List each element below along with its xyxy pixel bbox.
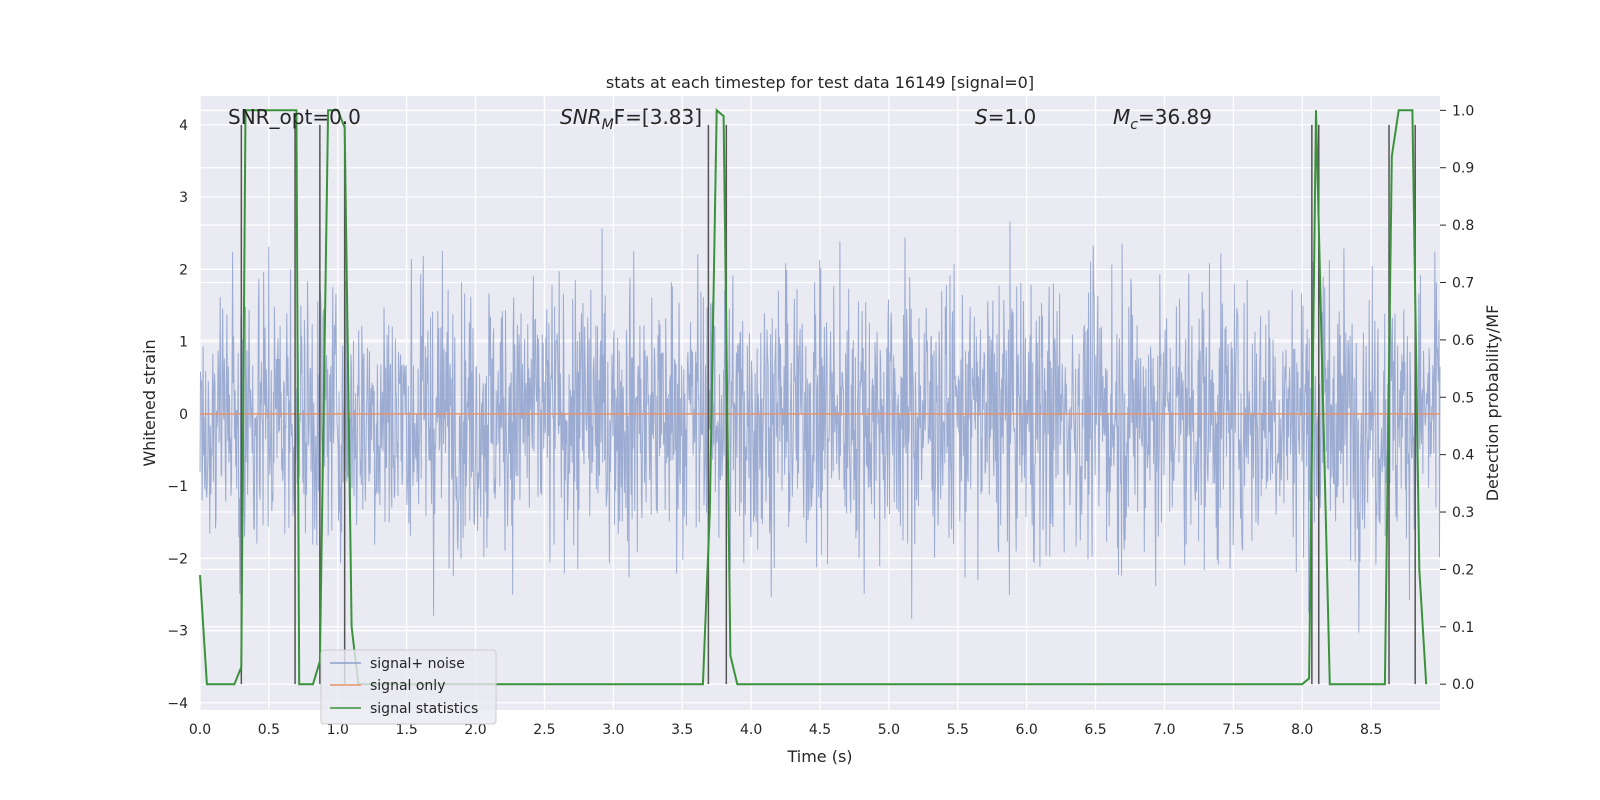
y2-tick-label-0: 0.0	[1452, 677, 1474, 693]
annotation-snr-mf-subscript: M	[602, 117, 614, 133]
series-signal-plus-noise	[199, 221, 1441, 633]
x-tick-label-2: 1.0	[327, 722, 349, 738]
legend-label-signal-only: signal only	[370, 678, 445, 694]
y-tick-label-7: 3	[179, 190, 188, 206]
x-tick-label-5: 2.5	[533, 722, 555, 738]
x-tick-label-4: 2.0	[464, 722, 486, 738]
y2-tick-label-9: 0.9	[1452, 161, 1474, 177]
x-tick-label-12: 6.0	[1016, 722, 1038, 738]
x-tick-label-13: 6.5	[1084, 722, 1106, 738]
x-tick-label-8: 4.0	[740, 722, 762, 738]
y2-axis-label: Detection probability/MF	[1483, 305, 1502, 502]
noise-trace	[199, 221, 1441, 633]
y2-tick-label-1: 0.1	[1452, 620, 1474, 636]
x-tick-label-17: 8.5	[1360, 722, 1382, 738]
y2-tick-label-6: 0.6	[1452, 333, 1474, 349]
y-tick-label-1: −3	[167, 624, 188, 640]
annotation-snr-mf-symbol: SNR	[560, 105, 602, 129]
y-axis-label: Whitened strain	[140, 339, 159, 466]
y2-tick-label-8: 0.8	[1452, 218, 1474, 234]
annotation-mc-symbol: M	[1113, 105, 1130, 129]
annotation-snr-mf: SNRMF=[3.83]	[560, 105, 702, 133]
annotation-s-symbol: S	[975, 105, 988, 129]
chart-title: stats at each timestep for test data 161…	[606, 73, 1034, 92]
annotation-mc-value: =36.89	[1138, 105, 1212, 129]
x-axis-label: Time (s)	[786, 747, 852, 766]
x-tick-label-3: 1.5	[396, 722, 418, 738]
legend: signal+ noise signal only signal statist…	[320, 649, 497, 725]
y-axis-ticks: −4 −3 −2 −1 0 1 2 3 4	[167, 118, 188, 712]
y-tick-label-8: 4	[179, 118, 188, 134]
y2-tick-label-3: 0.3	[1452, 505, 1474, 521]
legend-label-signal-statistics: signal statistics	[370, 701, 478, 717]
annotation-s: S=1.0	[975, 105, 1036, 129]
x-tick-label-16: 8.0	[1291, 722, 1313, 738]
x-tick-label-14: 7.0	[1153, 722, 1175, 738]
annotation-snr-opt: SNR_opt=0.0	[228, 105, 361, 129]
y-tick-label-6: 2	[179, 262, 188, 278]
x-tick-label-1: 0.5	[258, 722, 280, 738]
y2-tick-label-5: 0.5	[1452, 390, 1474, 406]
y-tick-label-2: −2	[167, 551, 188, 567]
x-tick-label-9: 4.5	[809, 722, 831, 738]
legend-label-signal-plus-noise: signal+ noise	[370, 656, 465, 672]
y-tick-label-0: −4	[167, 696, 188, 712]
x-tick-label-11: 5.5	[947, 722, 969, 738]
x-tick-label-15: 7.5	[1222, 722, 1244, 738]
x-axis-ticks: 0.0 0.5 1.0 1.5 2.0 2.5 3.0 3.5 4.0 4.5 5.0 5.5 6.0 6…	[189, 722, 1382, 738]
x-tick-label-0: 0.0	[189, 722, 211, 738]
y-tick-label-4: 0	[179, 407, 188, 423]
x-tick-label-7: 3.5	[671, 722, 693, 738]
y2-tick-label-4: 0.4	[1452, 448, 1474, 464]
x-tick-label-10: 5.0	[878, 722, 900, 738]
x-tick-label-6: 3.0	[602, 722, 624, 738]
annotation-s-value: =1.0	[988, 105, 1037, 129]
y2-tick-label-7: 0.7	[1452, 275, 1474, 291]
y2-axis-ticks: 0.0 0.1 0.2 0.3 0.4 0.5 0.6 0.7 0.8 0.9 1.0	[1440, 103, 1474, 693]
y-tick-label-3: −1	[167, 479, 188, 495]
y2-tick-label-10: 1.0	[1452, 103, 1474, 119]
annotation-snr-mf-value: F=[3.83]	[614, 105, 702, 129]
annotation-mc: Mc=36.89	[1113, 105, 1212, 133]
annotation-mc-subscript: c	[1130, 117, 1138, 133]
series-signal-statistics	[199, 108, 1428, 686]
y-tick-label-5: 1	[179, 335, 188, 351]
legend-box	[320, 649, 497, 725]
y2-tick-label-2: 0.2	[1452, 562, 1474, 578]
